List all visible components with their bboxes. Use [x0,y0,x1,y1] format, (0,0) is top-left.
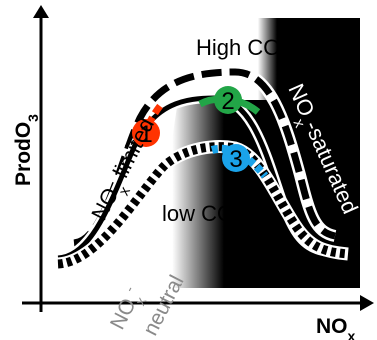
segment-3 [210,144,269,179]
y-axis-arrow [33,5,49,18]
y-axis-label: ProdO3 [12,114,41,186]
marker-2-label: 2 [221,88,234,115]
marker-1-label: 1 [139,121,152,148]
marker-2: 2 [214,86,242,115]
x-axis-label: NOx [316,315,356,340]
x-axis-arrow [360,295,374,311]
low-co-label: low CO [162,201,234,226]
marker-3: 3 [222,144,250,173]
high-co-label: High CO [196,35,280,60]
marker-1: 1 [132,119,160,148]
axes [22,5,374,312]
high-co-curve [73,68,336,247]
marker-3-label: 3 [229,146,242,173]
low-co-curve [57,142,349,269]
